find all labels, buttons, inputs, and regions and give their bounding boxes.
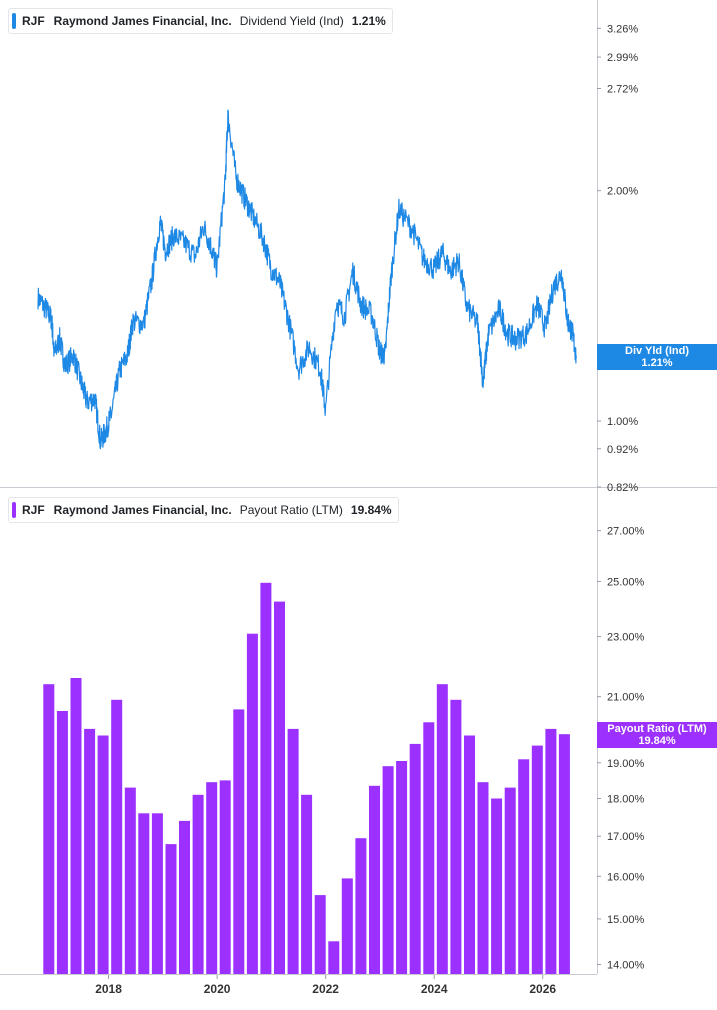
- y-tick-label: 18.00%: [607, 793, 645, 805]
- y-tick-label: 15.00%: [607, 914, 645, 926]
- payout-ratio-bar: [314, 895, 326, 974]
- payout-ratio-bar: [491, 798, 503, 974]
- y-tick-label: 25.00%: [607, 576, 645, 588]
- payout-ratio-bar: [97, 735, 109, 974]
- legend-dividend-yield[interactable]: RJF Raymond James Financial, Inc. Divide…: [8, 8, 393, 34]
- dividend-yield-line: [37, 109, 577, 450]
- payout-ratio-bar: [179, 820, 190, 974]
- x-tick-label: 2024: [421, 982, 448, 996]
- y-tick-label: 23.00%: [607, 632, 645, 644]
- last-value-tag-dividend-yield: Div Yld (Ind) 1.21%: [597, 344, 717, 370]
- y-tick-label: 17.00%: [607, 831, 645, 843]
- payout-ratio-bar: [341, 878, 353, 974]
- legend-metric: Payout Ratio (LTM): [239, 503, 343, 517]
- y-tick-label: 1.00%: [607, 416, 638, 428]
- payout-ratio-bar: [464, 735, 475, 974]
- y-tick-label: 16.00%: [607, 871, 645, 883]
- series-swatch: [12, 502, 16, 518]
- payout-ratio-bar: [43, 684, 55, 974]
- legend-metric: Dividend Yield (Ind): [239, 14, 344, 28]
- payout-ratio-bar: [504, 787, 516, 974]
- payout-ratio-bar: [260, 582, 272, 974]
- x-tick-label: 2020: [204, 982, 231, 996]
- y-tick-label: 2.72%: [607, 84, 638, 96]
- payout-ratio-bar: [274, 601, 285, 974]
- payout-ratio-bar: [124, 787, 136, 974]
- payout-ratio-bar: [219, 780, 231, 974]
- tag-value: 19.84%: [638, 735, 676, 747]
- payout-ratio-bar: [423, 722, 435, 974]
- tag-metric: Payout Ratio (LTM): [607, 723, 707, 735]
- payout-ratio-bar: [165, 844, 177, 974]
- payout-ratio-bar: [151, 813, 163, 974]
- y-tick-label: 2.99%: [607, 52, 638, 64]
- payout-ratio-bar: [436, 684, 448, 974]
- legend-ticker: RJF: [22, 503, 45, 517]
- y-tick-label: 14.00%: [607, 959, 645, 971]
- payout-ratio-bar: [287, 728, 299, 974]
- payout-ratio-bar: [545, 728, 557, 974]
- legend-company: Raymond James Financial, Inc.: [53, 503, 232, 517]
- y-tick-label: 0.82%: [607, 482, 638, 494]
- y-tick-label: 0.92%: [607, 444, 638, 456]
- tag-value: 1.21%: [641, 357, 673, 369]
- payout-ratio-bar: [477, 782, 489, 974]
- series-swatch: [12, 13, 16, 29]
- tag-metric: Div Yld (Ind): [625, 345, 689, 357]
- legend-value: 19.84%: [350, 503, 392, 517]
- payout-ratio-bar: [84, 728, 96, 974]
- payout-ratio-bar: [246, 633, 258, 974]
- legend-value: 1.21%: [351, 14, 386, 28]
- payout-ratio-bar: [369, 785, 380, 974]
- y-tick-label: 19.00%: [607, 758, 645, 770]
- x-tick-label: 2026: [529, 982, 556, 996]
- payout-ratio-bar: [355, 838, 367, 974]
- payout-ratio-bar: [301, 794, 313, 974]
- x-tick-label: 2022: [312, 982, 339, 996]
- payout-ratio-bar: [138, 813, 150, 974]
- payout-ratio-bar: [531, 745, 543, 974]
- legend-ticker: RJF: [22, 14, 45, 28]
- payout-ratio-bar: [233, 709, 245, 974]
- x-tick-label: 2018: [95, 982, 122, 996]
- y-tick-label: 2.00%: [607, 186, 638, 198]
- payout-ratio-bar: [409, 743, 421, 974]
- y-tick-label: 27.00%: [607, 526, 645, 538]
- payout-ratio-bar: [328, 941, 340, 974]
- payout-ratio-bar: [70, 678, 82, 974]
- legend-company: Raymond James Financial, Inc.: [53, 14, 232, 28]
- payout-ratio-bar: [450, 699, 462, 974]
- last-value-tag-payout-ratio: Payout Ratio (LTM) 19.84%: [597, 722, 717, 748]
- payout-ratio-bar: [111, 699, 123, 974]
- payout-ratio-bar: [206, 782, 218, 974]
- payout-ratio-bar: [558, 734, 570, 974]
- y-tick-label: 21.00%: [607, 692, 645, 704]
- payout-ratio-bar: [56, 711, 68, 974]
- payout-ratio-bar: [382, 766, 394, 974]
- legend-payout-ratio[interactable]: RJF Raymond James Financial, Inc. Payout…: [8, 497, 399, 523]
- payout-ratio-bar: [518, 759, 530, 974]
- payout-ratio-bar: [396, 761, 408, 974]
- y-tick-label: 3.26%: [607, 23, 638, 35]
- payout-ratio-bar: [192, 794, 204, 974]
